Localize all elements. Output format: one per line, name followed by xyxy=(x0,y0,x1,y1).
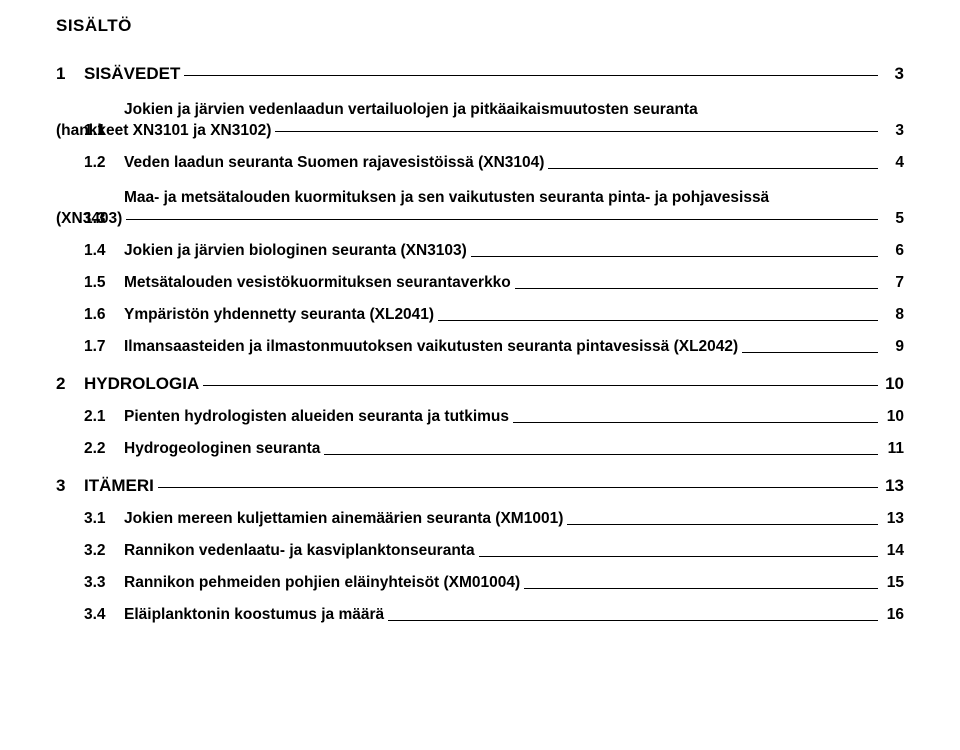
entry-leader xyxy=(388,620,878,621)
entry-number: 1.5 xyxy=(84,274,124,292)
entry-label-rest: (XN3403) xyxy=(56,210,122,228)
entry-number: 3.1 xyxy=(84,510,124,528)
entry-label-rest: (hankkeet XN3101 ja XN3102) xyxy=(56,122,271,140)
entry-label: HYDROLOGIA xyxy=(84,374,199,394)
entry-page: 10 xyxy=(882,408,904,426)
entry-leader xyxy=(438,320,878,321)
entry-label: Veden laadun seuranta Suomen rajavesistö… xyxy=(124,154,544,172)
entry-number: 1.6 xyxy=(84,306,124,324)
entry-leader xyxy=(515,288,878,289)
entry-leader xyxy=(275,131,878,132)
toc-entry: 1.5Metsätalouden vesistökuormituksen seu… xyxy=(84,274,904,292)
entry-leader xyxy=(324,454,878,455)
entry-page: 6 xyxy=(882,242,904,260)
entry-label: Eläiplanktonin koostumus ja määrä xyxy=(124,606,384,624)
entry-body: Maa- ja metsätalouden kuormituksen ja se… xyxy=(124,186,904,228)
entry-label: Jokien ja järvien biologinen seuranta (X… xyxy=(124,242,467,260)
toc-entries: 1SISÄVEDET31.1Jokien ja järvien vedenlaa… xyxy=(56,64,904,624)
entry-page: 11 xyxy=(882,440,904,458)
entry-page: 13 xyxy=(882,476,904,496)
toc-entry: 3.3Rannikon pehmeiden pohjien eläinyhtei… xyxy=(84,574,904,592)
toc-entry: 2.1Pienten hydrologisten alueiden seuran… xyxy=(84,408,904,426)
entry-leader xyxy=(158,487,878,488)
entry-label-line1: Maa- ja metsätalouden kuormituksen ja se… xyxy=(124,186,904,210)
toc-entry: 3ITÄMERI 13 xyxy=(56,476,904,496)
entry-number: 2.1 xyxy=(84,408,124,426)
entry-page: 4 xyxy=(882,154,904,172)
entry-label: SISÄVEDET xyxy=(84,64,180,84)
toc-entry: 1.2Veden laadun seuranta Suomen rajavesi… xyxy=(84,154,904,172)
entry-page: 10 xyxy=(882,374,904,394)
entry-label: Metsätalouden vesistökuormituksen seuran… xyxy=(124,274,511,292)
page-title: SISÄLTÖ xyxy=(56,16,904,36)
toc-entry: 2HYDROLOGIA 10 xyxy=(56,374,904,394)
entry-number: 2.2 xyxy=(84,440,124,458)
toc-entry: 1.6Ympäristön yhdennetty seuranta (XL204… xyxy=(84,306,904,324)
entry-leader xyxy=(203,385,878,386)
entry-label: Ilmansaasteiden ja ilmastonmuutoksen vai… xyxy=(124,338,738,356)
entry-page: 14 xyxy=(882,542,904,560)
entry-label: Jokien mereen kuljettamien ainemäärien s… xyxy=(124,510,563,528)
entry-label: Hydrogeologinen seuranta xyxy=(124,440,320,458)
entry-label: Rannikon vedenlaatu- ja kasviplanktonseu… xyxy=(124,542,475,560)
entry-page: 3 xyxy=(882,64,904,84)
toc-entry: 2.2Hydrogeologinen seuranta 11 xyxy=(84,440,904,458)
entry-leader xyxy=(184,75,878,76)
entry-page: 5 xyxy=(882,210,904,228)
entry-label: Ympäristön yhdennetty seuranta (XL2041) xyxy=(124,306,434,324)
entry-leader xyxy=(548,168,878,169)
entry-number: 3.3 xyxy=(84,574,124,592)
entry-number: 1.4 xyxy=(84,242,124,260)
entry-number: 3.2 xyxy=(84,542,124,560)
toc-entry: 1.7Ilmansaasteiden ja ilmastonmuutoksen … xyxy=(84,338,904,356)
entry-leader xyxy=(479,556,878,557)
entry-label: Rannikon pehmeiden pohjien eläinyhteisöt… xyxy=(124,574,520,592)
toc-entry: 1.1Jokien ja järvien vedenlaadun vertail… xyxy=(84,98,904,140)
toc-entry: 1SISÄVEDET 3 xyxy=(56,64,904,84)
entry-page: 15 xyxy=(882,574,904,592)
entry-label: ITÄMERI xyxy=(84,476,154,496)
entry-page: 3 xyxy=(882,122,904,140)
toc-entry: 3.1Jokien mereen kuljettamien ainemäärie… xyxy=(84,510,904,528)
entry-leader xyxy=(513,422,878,423)
entry-page: 9 xyxy=(882,338,904,356)
entry-number: 3 xyxy=(56,476,84,496)
entry-leader xyxy=(126,219,878,220)
entry-label-line2: (hankkeet XN3101 ja XN3102) 3 xyxy=(56,122,904,140)
entry-label: Pienten hydrologisten alueiden seuranta … xyxy=(124,408,509,426)
entry-page: 8 xyxy=(882,306,904,324)
entry-number: 1.7 xyxy=(84,338,124,356)
entry-leader xyxy=(524,588,878,589)
toc-entry: 1.3Maa- ja metsätalouden kuormituksen ja… xyxy=(84,186,904,228)
entry-label-line2: (XN3403) 5 xyxy=(56,210,904,228)
toc-page: SISÄLTÖ 1SISÄVEDET31.1Jokien ja järvien … xyxy=(0,0,960,662)
entry-number: 2 xyxy=(56,374,84,394)
toc-entry: 3.2Rannikon vedenlaatu- ja kasviplankton… xyxy=(84,542,904,560)
entry-body: Jokien ja järvien vedenlaadun vertailuol… xyxy=(124,98,904,140)
entry-page: 7 xyxy=(882,274,904,292)
toc-entry: 1.4Jokien ja järvien biologinen seuranta… xyxy=(84,242,904,260)
entry-number: 3.4 xyxy=(84,606,124,624)
entry-number: 1.2 xyxy=(84,154,124,172)
entry-leader xyxy=(567,524,878,525)
entry-leader xyxy=(742,352,878,353)
entry-number: 1 xyxy=(56,64,84,84)
entry-leader xyxy=(471,256,878,257)
entry-label-line1: Jokien ja järvien vedenlaadun vertailuol… xyxy=(124,98,904,122)
entry-page: 16 xyxy=(882,606,904,624)
entry-page: 13 xyxy=(882,510,904,528)
toc-entry: 3.4Eläiplanktonin koostumus ja määrä 16 xyxy=(84,606,904,624)
